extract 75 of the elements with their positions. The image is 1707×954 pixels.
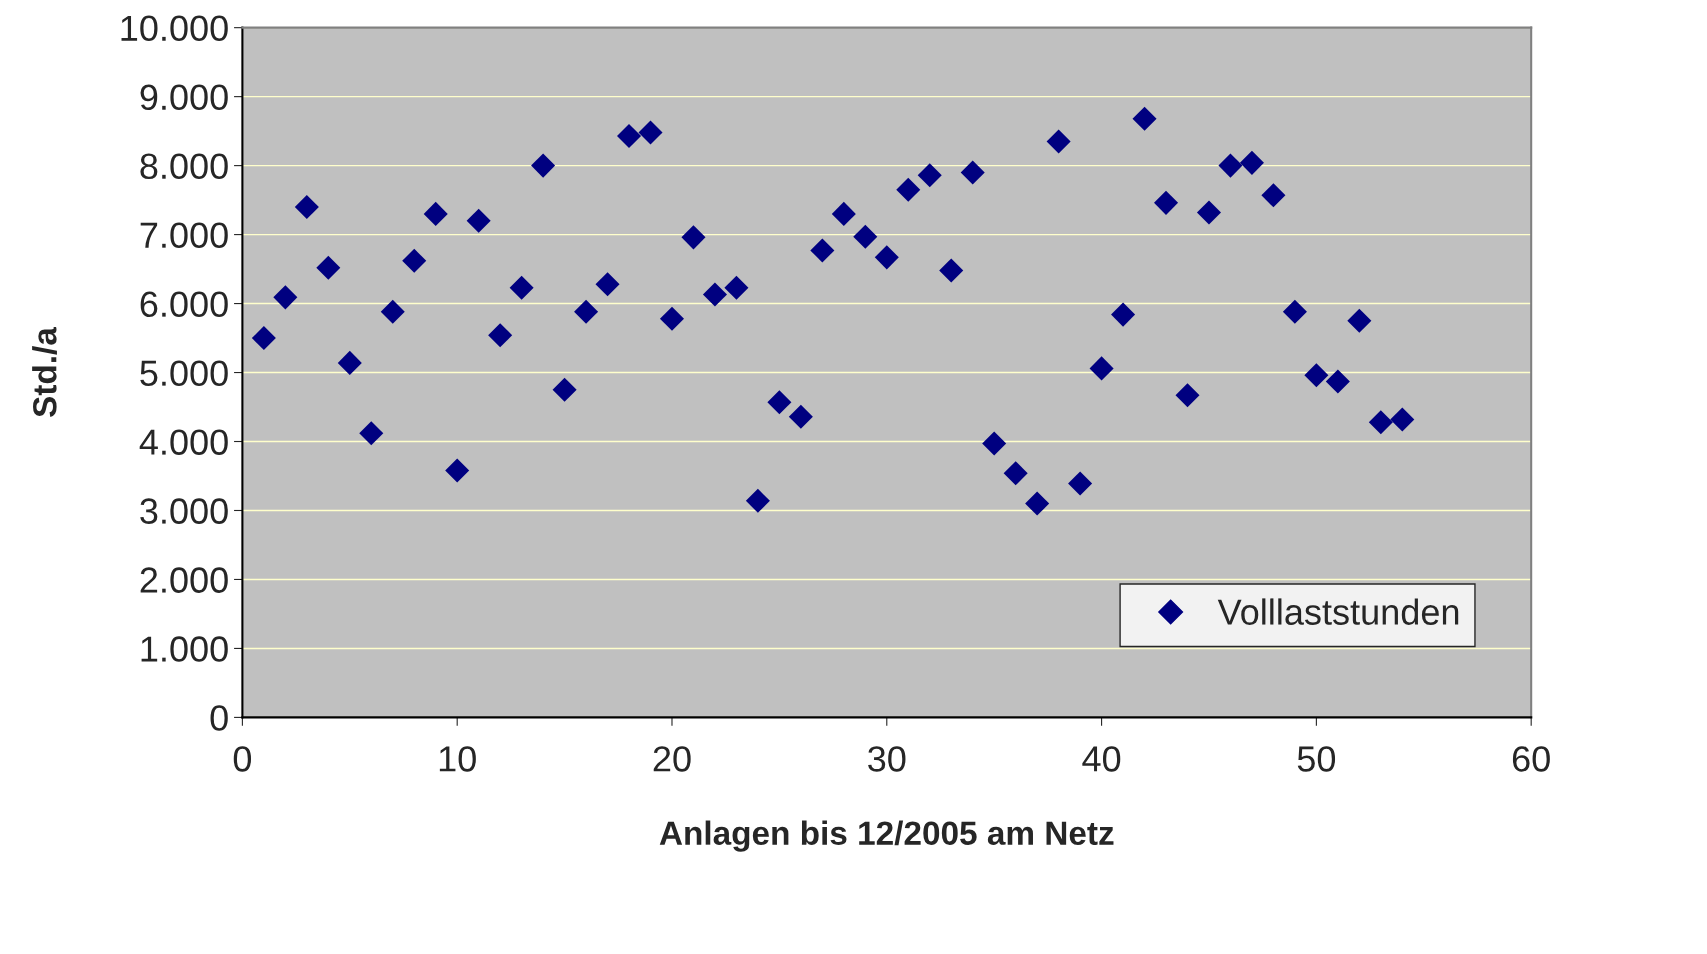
x-axis-title: Anlagen bis 12/2005 am Netz	[659, 820, 1114, 852]
y-tick-label: 3.000	[140, 498, 228, 524]
x-tick-label: 40	[1082, 746, 1121, 772]
point	[1046, 129, 1071, 154]
y-tick-label: 1.000	[141, 636, 228, 662]
point	[1325, 369, 1350, 394]
point	[853, 224, 878, 249]
point	[1347, 308, 1372, 333]
point	[982, 431, 1007, 456]
point	[552, 377, 577, 402]
y-tick-label: 2.000	[140, 567, 228, 593]
point	[380, 299, 405, 324]
point	[1239, 150, 1264, 175]
y-tick-label: 6.000	[140, 291, 228, 317]
y-tick-label: 7.000	[140, 222, 228, 249]
y-tick-label: 0	[210, 705, 228, 731]
point	[960, 160, 985, 185]
x-tick-label: 50	[1297, 746, 1336, 772]
point	[466, 208, 491, 233]
point	[939, 258, 964, 283]
point	[767, 390, 792, 415]
legend-label: Volllaststunden	[1217, 598, 1459, 625]
point	[917, 163, 942, 188]
point	[423, 201, 448, 226]
point	[1003, 461, 1028, 486]
point	[509, 275, 534, 300]
point	[1089, 356, 1114, 381]
x-tick-label: 0	[233, 746, 252, 772]
point	[1025, 491, 1050, 516]
point	[595, 272, 620, 297]
x-tick-label: 30	[868, 746, 906, 772]
point	[294, 194, 319, 220]
point	[788, 404, 813, 429]
point	[810, 238, 835, 263]
x-tick-label: 60	[1512, 746, 1550, 772]
x-tick-label: 20	[653, 746, 691, 772]
y-axis-title: Std./a	[32, 326, 57, 417]
y-tick-label: 4.000	[139, 429, 228, 455]
point	[574, 299, 599, 324]
point	[402, 248, 427, 273]
point	[251, 326, 276, 351]
point	[1068, 471, 1093, 496]
point	[337, 350, 362, 375]
y-tick-label: 5.000	[140, 360, 228, 386]
point	[659, 306, 685, 331]
y-tick-label: 9.000	[140, 84, 228, 111]
y-tick-label: 10.000	[121, 15, 228, 42]
point	[702, 282, 727, 307]
point	[724, 275, 749, 300]
point	[1196, 200, 1222, 225]
point	[1154, 190, 1179, 215]
point	[316, 255, 341, 280]
point	[831, 201, 856, 226]
point	[359, 421, 384, 446]
point	[1368, 410, 1393, 435]
point	[1175, 383, 1200, 408]
point	[445, 458, 470, 483]
point	[1132, 106, 1157, 131]
point	[874, 245, 899, 270]
point	[488, 323, 513, 348]
point	[681, 225, 706, 250]
point	[1261, 183, 1286, 208]
point	[1390, 407, 1415, 432]
point	[745, 488, 770, 513]
point	[531, 153, 556, 178]
point	[273, 285, 298, 310]
point	[1218, 153, 1243, 178]
point	[1304, 363, 1329, 388]
point	[617, 123, 642, 148]
point	[1282, 299, 1307, 324]
x-tick-label: 10	[439, 746, 476, 772]
y-tick-label: 8.000	[140, 153, 228, 180]
point	[638, 120, 663, 145]
point	[1111, 302, 1136, 327]
point	[896, 177, 921, 202]
